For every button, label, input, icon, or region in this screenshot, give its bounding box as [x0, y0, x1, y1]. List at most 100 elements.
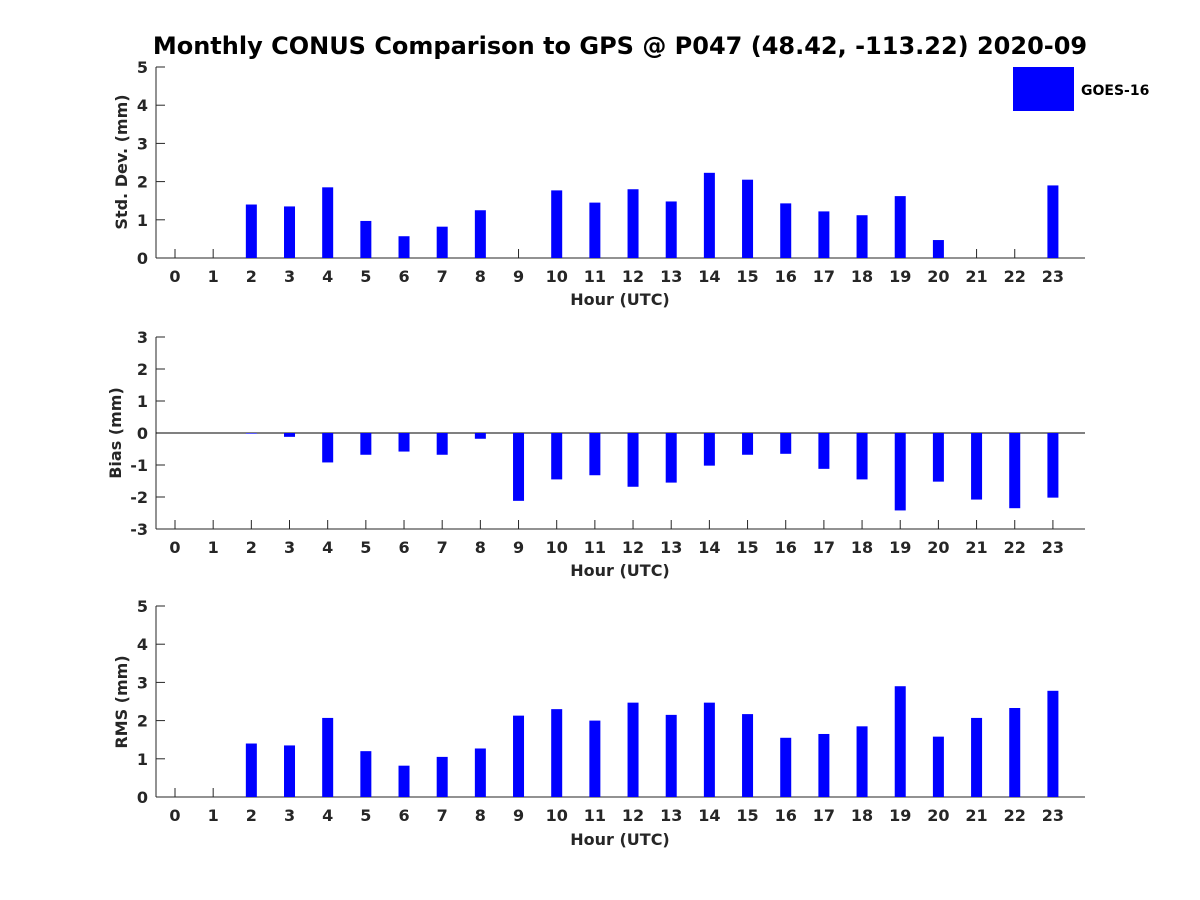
bar-bias-16 [780, 433, 792, 454]
bar-std-14 [703, 172, 715, 258]
bar-std-19 [894, 196, 906, 258]
x-tick-label: 14 [698, 267, 720, 286]
bar-rms-6 [398, 765, 410, 797]
bar-rms-8 [474, 748, 486, 797]
bar-bias-12 [627, 433, 639, 487]
x-tick-label: 3 [284, 267, 295, 286]
bar-rms-23 [1047, 690, 1059, 797]
bar-bias-17 [818, 433, 830, 469]
bar-rms-3 [284, 745, 296, 797]
x-tick-label: 22 [1004, 267, 1026, 286]
bar-rms-13 [665, 714, 677, 797]
bar-rms-18 [856, 726, 868, 797]
bar-bias-3 [284, 433, 296, 437]
bar-bias-15 [742, 433, 754, 455]
bar-std-3 [284, 206, 296, 258]
bar-bias-6 [398, 433, 410, 452]
x-tick-label: 10 [546, 538, 568, 557]
bar-rms-15 [742, 714, 754, 797]
x-tick-label: 7 [437, 538, 448, 557]
xlabel-rms: Hour (UTC) [570, 830, 670, 849]
x-tick-label: 10 [546, 806, 568, 825]
x-tick-label: 17 [813, 806, 835, 825]
legend-label: GOES-16 [1081, 83, 1149, 99]
x-tick-label: 11 [584, 538, 606, 557]
chart-title: Monthly CONUS Comparison to GPS @ P047 (… [153, 32, 1087, 60]
bar-bias-13 [665, 433, 677, 483]
x-tick-label: 21 [965, 267, 987, 286]
bar-bias-8 [474, 433, 486, 439]
bar-bias-19 [894, 433, 906, 511]
bar-bias-22 [1009, 433, 1021, 509]
bar-std-12 [627, 189, 639, 258]
y-tick-label: -2 [130, 488, 148, 507]
bar-bias-2 [245, 433, 257, 434]
y-tick-label: 0 [137, 249, 148, 268]
y-tick-label: 2 [137, 712, 148, 731]
x-tick-label: 1 [208, 806, 219, 825]
bar-rms-12 [627, 702, 639, 797]
xlabel-bias: Hour (UTC) [570, 561, 670, 580]
x-tick-label: 11 [584, 806, 606, 825]
bar-std-20 [932, 240, 944, 258]
x-tick-label: 14 [698, 538, 720, 557]
y-tick-label: 4 [137, 635, 148, 654]
x-tick-label: 19 [889, 806, 911, 825]
x-tick-label: 16 [775, 538, 797, 557]
bar-std-10 [551, 190, 563, 258]
x-tick-label: 12 [622, 806, 644, 825]
bar-std-8 [474, 210, 486, 258]
x-tick-label: 3 [284, 538, 295, 557]
x-tick-label: 8 [475, 538, 486, 557]
xlabel-std-dev: Hour (UTC) [570, 290, 670, 309]
x-tick-label: 14 [698, 806, 720, 825]
bar-bias-18 [856, 433, 868, 480]
x-tick-label: 9 [513, 267, 524, 286]
x-tick-label: 16 [775, 267, 797, 286]
x-tick-label: 20 [927, 806, 949, 825]
y-tick-label: 4 [137, 96, 148, 115]
bar-rms-7 [436, 756, 448, 797]
bar-rms-21 [971, 717, 983, 797]
bar-rms-17 [818, 733, 830, 797]
x-tick-label: 20 [927, 267, 949, 286]
bar-std-5 [360, 220, 372, 258]
x-tick-label: 21 [965, 538, 987, 557]
bar-bias-10 [551, 433, 563, 480]
x-tick-label: 23 [1042, 806, 1064, 825]
bar-std-11 [589, 202, 601, 258]
x-tick-label: 5 [360, 267, 371, 286]
y-tick-label: 2 [137, 173, 148, 192]
x-tick-label: 15 [736, 538, 758, 557]
x-tick-label: 18 [851, 267, 873, 286]
bar-bias-14 [703, 433, 715, 466]
x-tick-label: 13 [660, 538, 682, 557]
legend-swatch [1013, 67, 1074, 111]
x-tick-label: 19 [889, 538, 911, 557]
bar-rms-11 [589, 720, 601, 797]
y-tick-label: 5 [137, 58, 148, 77]
y-tick-label: 1 [137, 750, 148, 769]
x-tick-label: 7 [437, 806, 448, 825]
x-tick-label: 0 [169, 538, 180, 557]
bar-bias-7 [436, 433, 448, 455]
x-tick-label: 1 [208, 267, 219, 286]
x-tick-label: 6 [398, 538, 409, 557]
x-tick-label: 13 [660, 806, 682, 825]
y-tick-label: 1 [137, 392, 148, 411]
bar-rms-2 [245, 743, 257, 797]
bar-rms-9 [513, 715, 525, 797]
bar-bias-21 [971, 433, 983, 500]
x-tick-label: 16 [775, 806, 797, 825]
y-tick-label: -1 [130, 456, 148, 475]
ylabel-std-dev: Std. Dev. (mm) [112, 94, 131, 229]
y-tick-label: 1 [137, 211, 148, 230]
x-tick-label: 18 [851, 538, 873, 557]
bar-std-6 [398, 236, 410, 258]
x-tick-label: 4 [322, 538, 333, 557]
x-tick-label: 9 [513, 538, 524, 557]
bar-std-23 [1047, 185, 1059, 258]
